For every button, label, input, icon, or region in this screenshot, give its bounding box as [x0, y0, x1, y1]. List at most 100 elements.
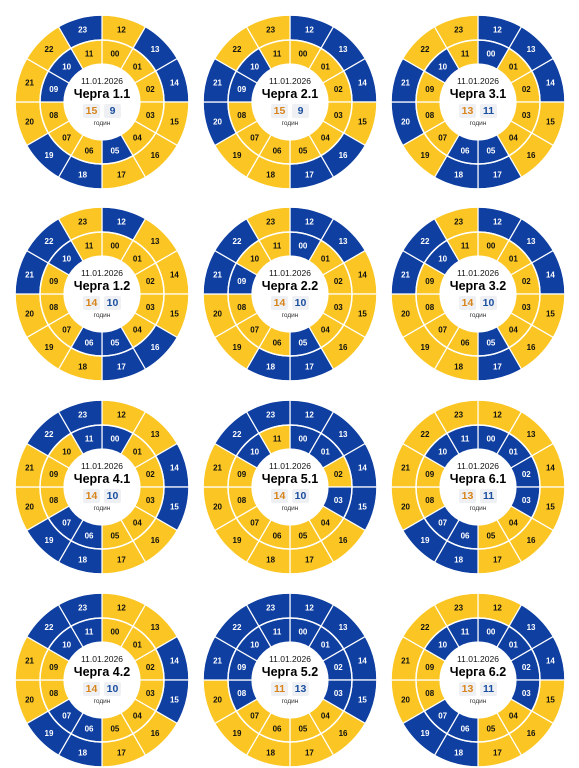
- schedule-date: 11.01.2026: [457, 268, 499, 278]
- ring-separator: [14, 399, 190, 575]
- hour-label: 17: [493, 555, 502, 564]
- hour-label: 04: [133, 518, 142, 527]
- queue-title: Черга 3.1: [449, 87, 507, 101]
- hour-label: 18: [78, 170, 87, 179]
- hour-label: 04: [133, 711, 142, 720]
- hour-label: 20: [25, 309, 34, 318]
- hours-counts: 13 11: [459, 682, 497, 696]
- hour-label: 17: [305, 555, 314, 564]
- hour-label: 19: [421, 151, 430, 160]
- schedule-date: 11.01.2026: [457, 76, 499, 86]
- ring-separator: [39, 617, 165, 743]
- hour-label: 08: [237, 111, 246, 120]
- hour-label: 20: [213, 309, 222, 318]
- hour-label: 17: [305, 748, 314, 757]
- hour-label: 06: [273, 338, 282, 347]
- hours-unit-label: годин: [93, 698, 111, 705]
- hour-label: 13: [151, 623, 160, 632]
- hour-label: 06: [85, 724, 94, 733]
- hour-label: 07: [438, 133, 447, 142]
- hour-label: 16: [527, 536, 536, 545]
- hours-counts: 14 10: [271, 489, 309, 503]
- hours-counts: 14 10: [83, 296, 121, 310]
- hour-label: 00: [110, 242, 119, 251]
- off-hours-count: 10: [104, 489, 121, 503]
- hour-label: 07: [250, 711, 259, 720]
- hours-counts: 15 9: [271, 104, 309, 118]
- hour-label: 20: [401, 309, 410, 318]
- hour-label: 02: [334, 470, 343, 479]
- hour-label: 12: [117, 26, 126, 35]
- schedule-date: 11.01.2026: [81, 461, 123, 471]
- ring-separator: [202, 14, 378, 190]
- schedule-date: 11.01.2026: [81, 76, 123, 86]
- off-hours-count: 13: [292, 682, 309, 696]
- hour-label: 17: [493, 748, 502, 757]
- hour-label: 20: [25, 117, 34, 126]
- ring-separator: [14, 206, 190, 382]
- queue-title: Черга 5.2: [261, 665, 319, 679]
- hour-label: 15: [546, 502, 555, 511]
- hour-label: 11: [461, 435, 470, 444]
- hour-label: 13: [151, 45, 160, 54]
- hour-label: 23: [78, 604, 87, 613]
- hour-label: 04: [133, 325, 142, 334]
- hour-label: 03: [146, 496, 155, 505]
- schedule-date: 11.01.2026: [457, 461, 499, 471]
- ring-separator: [202, 399, 378, 575]
- hour-label: 01: [509, 63, 518, 72]
- hour-label: 16: [339, 729, 348, 738]
- hour-label: 20: [401, 502, 410, 511]
- hour-label: 14: [358, 464, 367, 473]
- hour-label: 21: [213, 79, 222, 88]
- dial-rings: 12 13 14 15 16 17 18 19 20 21 22 23 00 01 02 03 04 05 06 07…: [390, 592, 566, 768]
- hour-label: 18: [266, 555, 275, 564]
- on-hours-count: 14: [83, 296, 100, 310]
- queue-title: Черга 3.2: [449, 279, 507, 293]
- hour-label: 17: [117, 748, 126, 757]
- hour-label: 10: [62, 448, 71, 457]
- hour-label: 16: [527, 343, 536, 352]
- hours-counts: 13 11: [459, 104, 497, 118]
- hour-label: 01: [321, 63, 330, 72]
- hour-label: 03: [522, 303, 531, 312]
- hours-unit-label: годин: [281, 312, 299, 319]
- on-hours-count: 11: [271, 682, 288, 696]
- ring-separator: [415, 39, 541, 165]
- hour-label: 19: [233, 536, 242, 545]
- queue-title: Черга 4.2: [73, 665, 131, 679]
- hour-label: 05: [486, 724, 495, 733]
- on-hours-count: 14: [83, 682, 100, 696]
- hour-label: 13: [339, 623, 348, 632]
- hour-label: 03: [522, 689, 531, 698]
- hour-label: 11: [461, 628, 470, 637]
- hours-unit-label: годин: [281, 505, 299, 512]
- hour-label: 08: [237, 496, 246, 505]
- hour-label: 23: [454, 26, 463, 35]
- hour-label: 23: [78, 411, 87, 420]
- dial-rings: 12 13 14 15 16 17 18 19 20 21 22 23 00 01 02 03 04 05 06 07…: [390, 399, 566, 575]
- hour-label: 05: [298, 338, 307, 347]
- off-hours-count: 9: [292, 104, 309, 118]
- hour-label: 16: [339, 343, 348, 352]
- hour-label: 15: [358, 117, 367, 126]
- off-hours-count: 9: [104, 104, 121, 118]
- hour-label: 09: [237, 277, 246, 286]
- hour-label: 06: [461, 531, 470, 540]
- hour-label: 01: [133, 641, 142, 650]
- hours-counts: 13 11: [459, 489, 497, 503]
- hour-label: 11: [273, 242, 282, 251]
- hour-label: 14: [358, 79, 367, 88]
- queue-dial: 12 13 14 15 16 17 18 19 20 21 22 23 00 01 02 03 04 05 06 07…: [14, 206, 190, 382]
- hour-label: 22: [45, 237, 54, 246]
- hour-label: 06: [85, 146, 94, 155]
- hour-label: 21: [25, 271, 34, 280]
- hour-label: 20: [213, 695, 222, 704]
- hour-label: 07: [438, 325, 447, 334]
- hour-label: 05: [298, 146, 307, 155]
- hour-label: 14: [546, 79, 555, 88]
- on-hours-count: 14: [271, 489, 288, 503]
- ring-separator: [14, 592, 190, 768]
- hour-label: 02: [146, 663, 155, 672]
- hour-label: 10: [438, 448, 447, 457]
